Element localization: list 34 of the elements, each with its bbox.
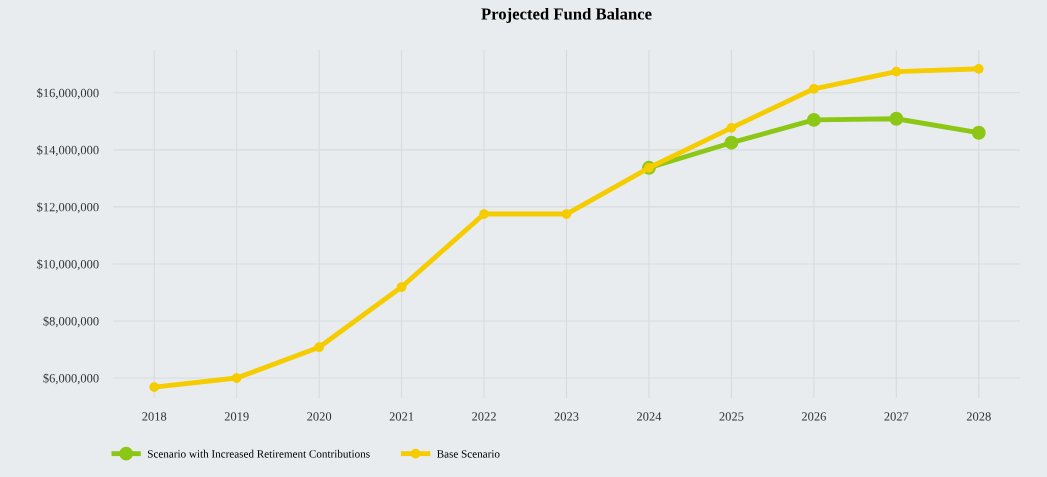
point: [149, 382, 160, 393]
y-tick-label: $16,000,000: [37, 88, 99, 100]
x-tick-label: 2026: [801, 412, 826, 421]
point: [973, 63, 984, 74]
x-tick-label: 2028: [966, 412, 991, 421]
point: [396, 282, 407, 292]
x-tick-label: 2027: [884, 412, 909, 421]
point: [561, 209, 572, 219]
point: [726, 123, 737, 133]
x-tick-label: 2023: [554, 412, 579, 421]
chart-title: Projected Fund Balance: [481, 7, 652, 23]
point: [231, 373, 242, 383]
y-tick-label: $14,000,000: [37, 145, 99, 157]
x-tick-label: 2018: [142, 412, 167, 421]
x-tick-label: 2022: [472, 412, 496, 421]
point: [724, 135, 739, 150]
point: [971, 125, 986, 140]
y-tick-label: $6,000,000: [43, 373, 99, 385]
x-tick-label: 2020: [307, 412, 332, 421]
y-tick-label: $10,000,000: [37, 259, 99, 271]
point: [809, 83, 819, 94]
point: [314, 342, 324, 353]
point: [479, 209, 489, 219]
point: [889, 111, 904, 126]
y-tick-label: $12,000,000: [37, 202, 99, 214]
legend-label: Scenario with Increased Retirement Contributions: [148, 449, 370, 458]
x-tick-label: 2024: [637, 412, 662, 421]
x-tick-label: 2021: [389, 412, 414, 421]
point: [891, 66, 902, 77]
legend-label: Base Scenario: [437, 450, 500, 458]
point: [806, 112, 821, 127]
x-tick-label: 2019: [224, 412, 249, 421]
x-tick-label: 2025: [719, 412, 744, 421]
y-tick-label: $8,000,000: [43, 316, 99, 328]
